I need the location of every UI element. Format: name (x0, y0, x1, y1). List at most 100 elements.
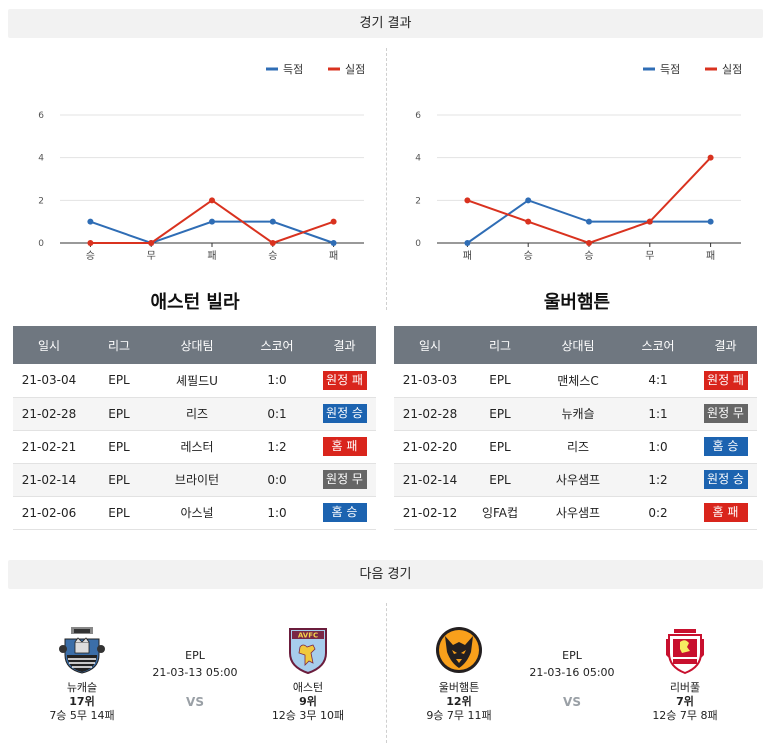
cell-league: 잉FA컵 (466, 496, 534, 530)
cell-date: 21-02-12 (394, 496, 466, 530)
match-league: EPL (562, 649, 582, 662)
data-point (707, 218, 714, 225)
svg-text:AVFC: AVFC (298, 632, 318, 640)
team-rank: 7위 (676, 695, 694, 708)
cell-date: 21-02-14 (394, 463, 466, 497)
liverpool-crest-icon (666, 629, 704, 675)
team-record: 9승 7무 11패 (426, 709, 492, 722)
cell-opponent: 사우샘프 (534, 463, 622, 497)
cell-score: 0:2 (622, 496, 694, 530)
data-point (525, 218, 532, 225)
result-badge: 홈 패 (322, 437, 367, 456)
cell-opponent: 리즈 (153, 397, 241, 431)
data-point (330, 240, 337, 246)
series-line (90, 220, 334, 245)
next-match-1-away-team[interactable]: AVFC 애스턴 9위 12승 3무 10패 (253, 625, 363, 722)
next-match-1-home-team[interactable]: 뉴캐슬 17위 7승 5무 14패 (27, 625, 137, 722)
cell-league: EPL (466, 397, 534, 431)
right-team-form-chart: 득점 실점 0 2 4 6 패 승 승 무 패 (415, 63, 742, 262)
cell-date: 21-02-28 (13, 397, 85, 431)
cell-opponent: 셰필드U (153, 364, 241, 398)
column-header: 일시 (13, 326, 85, 364)
data-point (464, 240, 471, 246)
table-row[interactable]: 21-02-06 EPL 아스널 1:0 홈 승 (13, 496, 376, 530)
cell-result: 원정 무 (694, 397, 757, 431)
data-point (586, 240, 592, 246)
result-badge: 원정 패 (322, 370, 367, 390)
cell-score: 4:1 (622, 364, 694, 398)
cell-date: 21-02-14 (13, 463, 85, 497)
column-header: 상대팀 (153, 326, 241, 364)
result-badge: 홈 승 (322, 503, 367, 522)
x-tick-label: 승 (584, 250, 593, 262)
x-tick-label: 패 (463, 250, 472, 262)
results-section-header: 경기 결과 (8, 9, 763, 38)
team-name: 뉴캐슬 (66, 681, 98, 694)
column-header: 결과 (313, 326, 376, 364)
table-row[interactable]: 21-02-21 EPL 레스터 1:2 홈 패 (13, 430, 376, 464)
right-team-title: 울버햄튼 (543, 292, 611, 313)
data-point (330, 218, 337, 225)
cell-result: 원정 패 (313, 364, 376, 398)
x-tick-label: 승 (524, 250, 533, 262)
cell-opponent: 리즈 (534, 430, 622, 464)
x-tick-label: 무 (645, 251, 654, 262)
cell-score: 0:1 (241, 397, 313, 431)
cell-result: 원정 승 (313, 397, 376, 431)
y-tick-label: 2 (38, 196, 44, 206)
match-datetime: 21-03-16 05:00 (529, 666, 615, 679)
next-match-2-away-team[interactable]: 리버풀 7위 12승 7무 8패 (630, 625, 740, 722)
table-row[interactable]: 21-02-28 EPL 뉴캐슬 1:1 원정 무 (394, 397, 757, 431)
cell-result: 홈 패 (313, 430, 376, 464)
cell-date: 21-02-21 (13, 430, 85, 464)
team-name: 애스턴 (292, 681, 324, 694)
column-header: 상대팀 (534, 326, 622, 364)
match-league: EPL (185, 649, 205, 662)
team-rank: 12위 (446, 695, 472, 708)
cell-league: EPL (466, 463, 534, 497)
cell-date: 21-02-06 (13, 496, 85, 530)
data-point (148, 240, 155, 246)
next-match-2-home-team[interactable]: 울버햄튼 12위 9승 7무 11패 (404, 625, 514, 722)
x-tick-label: 패 (207, 250, 216, 262)
team-record: 12승 3무 10패 (271, 709, 345, 722)
cell-league: EPL (85, 496, 153, 530)
table-row[interactable]: 21-03-03 EPL 맨체스C 4:1 원정 패 (394, 364, 757, 398)
x-tick-label: 승 (86, 250, 95, 262)
cell-league: EPL (85, 463, 153, 497)
cell-score: 1:0 (241, 496, 313, 530)
cell-score: 1:0 (622, 430, 694, 464)
left-team-form-chart: 득점 실점 0 2 4 6 승 무 패 승 패 (38, 63, 365, 262)
cell-league: EPL (85, 364, 153, 398)
table-row[interactable]: 21-02-14 EPL 브라이턴 0:0 원정 무 (13, 463, 376, 497)
table-row[interactable]: 21-02-28 EPL 리즈 0:1 원정 승 (13, 397, 376, 431)
column-header: 스코어 (622, 326, 694, 364)
cell-result: 홈 승 (313, 496, 376, 530)
column-divider (386, 48, 387, 310)
table-row[interactable]: 21-02-12 잉FA컵 사우샘프 0:2 홈 패 (394, 496, 757, 530)
table-row[interactable]: 21-03-04 EPL 셰필드U 1:0 원정 패 (13, 364, 376, 398)
team-record: 7승 5무 14패 (49, 709, 115, 722)
legend-label: 실점 (345, 63, 365, 76)
legend-label: 득점 (283, 63, 303, 76)
cell-score: 1:0 (241, 364, 313, 398)
y-tick-label: 4 (415, 154, 421, 164)
table-row[interactable]: 21-02-20 EPL 리즈 1:0 홈 승 (394, 430, 757, 464)
match-datetime: 21-03-13 05:00 (152, 666, 238, 679)
cell-opponent: 사우샘프 (534, 496, 622, 530)
cell-score: 1:1 (622, 397, 694, 431)
x-tick-label: 무 (147, 251, 156, 262)
team-record: 12승 7무 8패 (652, 709, 718, 722)
cell-opponent: 뉴캐슬 (534, 397, 622, 431)
left-team-title: 애스턴 빌라 (150, 292, 240, 313)
right-team-results-table: 일시 리그 상대팀 스코어 결과 21-03-03 EPL 맨체스C 4:1 원정 패 21-02… (394, 326, 757, 530)
data-point (707, 154, 714, 161)
y-tick-label: 6 (38, 111, 44, 121)
aston-villa-crest-icon: AVFC (289, 628, 327, 675)
cell-league: EPL (85, 430, 153, 464)
data-point (464, 197, 471, 204)
data-point (269, 218, 276, 225)
left-team-results-table: 일시 리그 상대팀 스코어 결과 21-03-04 EPL 셰필드U 1:0 원정 패 21-02… (13, 326, 376, 530)
data-point (525, 197, 532, 204)
table-row[interactable]: 21-02-14 EPL 사우샘프 1:2 원정 승 (394, 463, 757, 497)
